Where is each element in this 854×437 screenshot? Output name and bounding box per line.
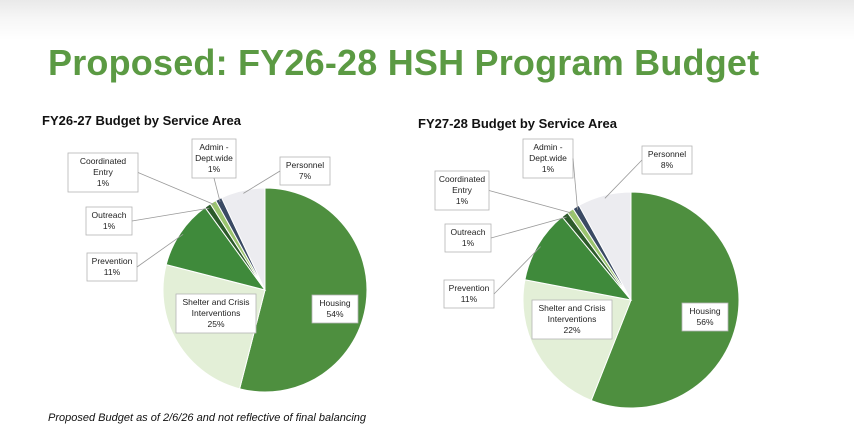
data-label-value: 8%	[661, 160, 674, 170]
data-label-text: Personnel	[648, 149, 686, 159]
pie-slice-prevention	[165, 206, 267, 291]
data-label-text: Entry	[93, 167, 114, 177]
data-label-text: Coordinated	[439, 174, 486, 184]
data-label-text: Personnel	[286, 160, 324, 170]
data-label-value: 22%	[563, 325, 580, 335]
data-label-box	[85, 206, 133, 236]
leader-line	[137, 172, 215, 206]
data-label-text: Shelter and Crisis	[538, 303, 605, 313]
data-label-box	[191, 138, 237, 179]
data-label-text: Entry	[452, 185, 473, 195]
data-label-value: 56%	[696, 317, 713, 327]
data-label-text: Coordinated	[80, 156, 127, 166]
data-label-value: 11%	[461, 294, 478, 304]
data-label-text: Interventions	[192, 308, 241, 318]
data-label-box	[175, 293, 257, 334]
data-label-box	[522, 138, 574, 179]
data-label-text: Shelter and Crisis	[182, 297, 249, 307]
data-label-box	[681, 302, 729, 332]
leader-line	[213, 177, 221, 202]
pie-slice-personnel	[220, 187, 266, 291]
data-label-value: 1%	[542, 164, 555, 174]
data-label-box	[641, 145, 693, 175]
leader-line	[493, 246, 541, 295]
data-label-box	[311, 294, 359, 324]
leader-line	[243, 170, 281, 194]
pie-slice-housing	[590, 191, 740, 409]
data-label-text: Dept.wide	[529, 153, 567, 163]
chart-1-title: FY26-27 Budget by Service Area	[42, 113, 241, 128]
data-label-box	[531, 299, 613, 340]
footnote: Proposed Budget as of 2/6/26 and not ref…	[48, 412, 366, 424]
data-label-text: Admin -	[199, 142, 228, 152]
leader-line	[604, 159, 643, 199]
data-label-box	[434, 170, 490, 211]
data-label-value: 1%	[103, 221, 116, 231]
data-label-value: 7%	[299, 171, 312, 181]
data-label-value: 1%	[208, 164, 221, 174]
leader-line	[490, 216, 567, 239]
pie-slice-prevention	[524, 216, 633, 301]
data-label-text: Admin -	[533, 142, 562, 152]
data-label-value: 1%	[462, 238, 475, 248]
data-label-text: Interventions	[548, 314, 597, 324]
data-label-text: Housing	[319, 298, 350, 308]
leader-line	[131, 207, 210, 222]
data-label-text: Outreach	[92, 210, 127, 220]
chart-2-title: FY27-28 Budget by Service Area	[418, 116, 617, 131]
data-label-box	[279, 156, 331, 186]
slide-title: Proposed: FY26-28 HSH Program Budget	[48, 42, 760, 83]
data-label-text: Housing	[689, 306, 720, 316]
data-label-text: Outreach	[451, 227, 486, 237]
data-label-box	[67, 152, 139, 193]
leader-line	[488, 190, 573, 214]
data-label-text: Prevention	[449, 283, 490, 293]
data-label-text: Prevention	[92, 256, 133, 266]
data-label-value: 11%	[104, 267, 121, 277]
data-label-box	[86, 252, 138, 282]
data-label-value: 25%	[207, 319, 224, 329]
pie-slice-housing	[239, 187, 368, 393]
data-label-value: 1%	[456, 196, 469, 206]
data-label-value: 1%	[97, 178, 110, 188]
data-label-text: Dept.wide	[195, 153, 233, 163]
leader-line	[136, 234, 184, 268]
data-label-value: 54%	[326, 309, 343, 319]
pie-slice-personnel	[578, 191, 632, 301]
leader-line	[572, 158, 578, 210]
pie-slices	[162, 187, 368, 393]
data-label-box	[443, 279, 495, 309]
